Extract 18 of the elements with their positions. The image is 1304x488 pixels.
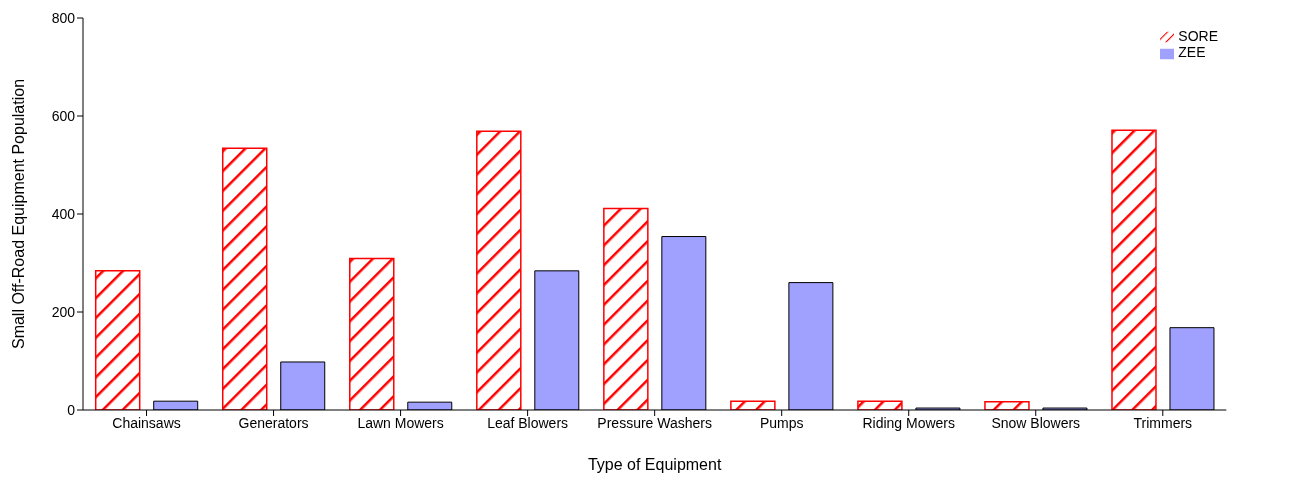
- y-axis-title: Small Off-Road Equipment Population: [9, 78, 27, 350]
- x-axis-title: Type of Equipment: [587, 456, 722, 473]
- y-tick-label: 600: [51, 107, 76, 124]
- x-tick-label: Pumps: [759, 414, 804, 431]
- y-tick-label: 400: [51, 205, 76, 222]
- x-tick-label: Chainsaws: [112, 414, 181, 431]
- legend-label: ZEE: [1178, 44, 1206, 61]
- y-tick-label: 800: [51, 9, 76, 26]
- x-tick-label: Leaf Blowers: [487, 414, 569, 431]
- x-tick-label: Generators: [238, 414, 309, 431]
- x-tick-label: Pressure Washers: [597, 414, 712, 431]
- x-tick-label: Riding Mowers: [862, 414, 956, 431]
- x-tick-label: Snow Blowers: [991, 414, 1081, 431]
- y-tick-label: 200: [51, 303, 76, 320]
- x-tick-label: Trimmers: [1133, 414, 1193, 431]
- legend-label: SORE: [1178, 28, 1218, 44]
- x-tick-label: Lawn Mowers: [357, 414, 444, 431]
- y-tick-label: 0: [67, 401, 76, 418]
